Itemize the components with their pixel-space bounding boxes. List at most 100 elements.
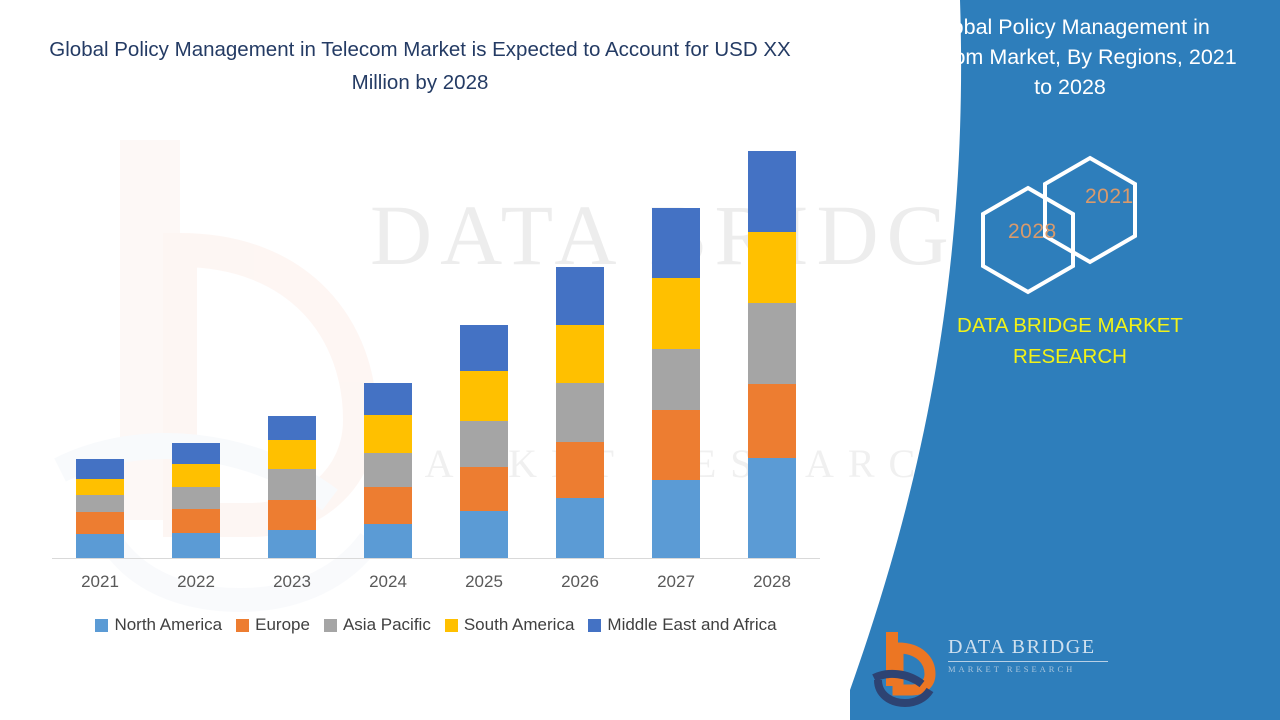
bar-segment <box>364 452 412 487</box>
bar-segment <box>556 266 604 325</box>
bar-segment <box>76 494 124 513</box>
x-axis-labels: 2021 2022 2023 2024 2025 2026 2027 2028 <box>52 572 820 592</box>
bar-segment <box>172 463 220 487</box>
page-title: Global Policy Management in Telecom Mark… <box>49 38 791 94</box>
bar-stack <box>172 443 220 558</box>
bar-stack <box>364 382 412 558</box>
x-axis-label-2022: 2022 <box>177 572 215 591</box>
bar-segment <box>460 370 508 422</box>
bar-segment <box>172 486 220 509</box>
chart-legend: North America Europe Asia Pacific South Ame… <box>52 615 820 635</box>
legend-swatch-icon <box>444 618 458 632</box>
bar-segment <box>652 480 700 558</box>
bar-segment <box>268 529 316 558</box>
bar-segment <box>460 324 508 371</box>
hexagon-2021-shape <box>1043 155 1137 265</box>
bar-segment <box>748 383 796 459</box>
bar-segment <box>556 497 604 558</box>
bar-segment <box>76 533 124 558</box>
bar-group-2026 <box>532 120 628 558</box>
bar-segment <box>172 532 220 558</box>
bars-container <box>52 120 820 558</box>
bar-segment <box>460 467 508 511</box>
brand-panel: Global Policy Management in Telecom Mark… <box>850 0 1280 720</box>
bar-stack <box>76 459 124 558</box>
legend-swatch-icon <box>323 618 337 632</box>
bar-group-2021 <box>52 120 148 558</box>
bar-segment <box>172 508 220 533</box>
bar-segment <box>76 512 124 534</box>
legend-item[interactable]: Asia Pacific <box>323 615 431 635</box>
bar-segment <box>76 479 124 495</box>
legend-label: North America <box>114 615 223 634</box>
legend-item[interactable]: South America <box>444 615 575 635</box>
bar-segment <box>364 524 412 558</box>
legend-item[interactable]: Middle East and Africa <box>588 615 777 635</box>
legend-label: Asia Pacific <box>342 615 431 634</box>
bar-segment <box>268 439 316 470</box>
bar-segment <box>652 277 700 349</box>
bar-group-2024 <box>340 120 436 558</box>
bar-segment <box>364 414 412 453</box>
x-axis-label-2021: 2021 <box>81 572 119 591</box>
hexagon-2028-label: 2028 <box>1008 220 1057 243</box>
bar-segment <box>364 486 412 525</box>
brand-logo-divider <box>948 661 1108 662</box>
hexagon-2021-label: 2021 <box>1085 185 1134 208</box>
bar-segment <box>268 469 316 500</box>
bar-stack <box>460 324 508 558</box>
bar-stack <box>748 150 796 558</box>
plot-region <box>52 120 820 559</box>
bar-segment <box>748 231 796 303</box>
bar-group-2027 <box>628 120 724 558</box>
hexagon-shapes-icon <box>981 155 1137 295</box>
legend-item[interactable]: North America <box>95 615 222 635</box>
bar-segment <box>268 499 316 530</box>
bar-stack <box>268 415 316 558</box>
bar-segment <box>652 207 700 278</box>
legend-swatch-icon <box>588 618 602 632</box>
brand-name: DATA BRIDGE MARKET RESEARCH <box>957 314 1183 368</box>
chart-area: DATA BRIDGE MARKET RESEARCH Global Polic… <box>49 38 1009 635</box>
brand-logo: DATA BRIDGE MARKET RESEARCH <box>870 622 1120 708</box>
panel-title: Global Policy Management in Telecom Mark… <box>903 15 1237 99</box>
x-axis-label-2028: 2028 <box>753 572 791 591</box>
hexagon-2028-shape <box>981 185 1075 295</box>
bar-segment <box>652 410 700 481</box>
bar-segment <box>652 348 700 411</box>
bar-segment <box>268 415 316 440</box>
bar-segment <box>460 421 508 468</box>
bar-segment <box>76 459 124 480</box>
bar-segment <box>556 441 604 498</box>
bar-segment <box>748 458 796 558</box>
legend-item[interactable]: Europe <box>236 615 310 635</box>
bar-segment <box>748 150 796 232</box>
x-axis-line <box>52 558 820 559</box>
brand-logo-title: DATA BRIDGE <box>948 636 1096 658</box>
x-axis-label-2025: 2025 <box>465 572 503 591</box>
hexagon-pair: 2021 2028 <box>980 155 1200 295</box>
bar-group-2022 <box>148 120 244 558</box>
bar-segment <box>556 382 604 442</box>
bar-group-2025 <box>436 120 532 558</box>
legend-label: Europe <box>255 615 310 634</box>
legend-label: South America <box>463 615 575 634</box>
x-axis-label-2023: 2023 <box>273 572 311 591</box>
legend-label: Middle East and Africa <box>607 615 777 634</box>
bar-group-2023 <box>244 120 340 558</box>
bar-stack <box>652 207 700 558</box>
bar-segment <box>748 302 796 384</box>
bar-segment <box>460 510 508 558</box>
legend-swatch-icon <box>236 618 250 632</box>
legend-swatch-icon <box>95 618 109 632</box>
bar-segment <box>172 443 220 464</box>
brand-logo-subtitle: MARKET RESEARCH <box>948 664 1076 674</box>
x-axis-label-2024: 2024 <box>369 572 407 591</box>
brand-logo-mark-icon <box>872 632 936 708</box>
bar-segment <box>556 324 604 383</box>
bar-segment <box>364 382 412 415</box>
x-axis-label-2026: 2026 <box>561 572 599 591</box>
bar-group-2028 <box>724 120 820 558</box>
bar-stack <box>556 266 604 558</box>
